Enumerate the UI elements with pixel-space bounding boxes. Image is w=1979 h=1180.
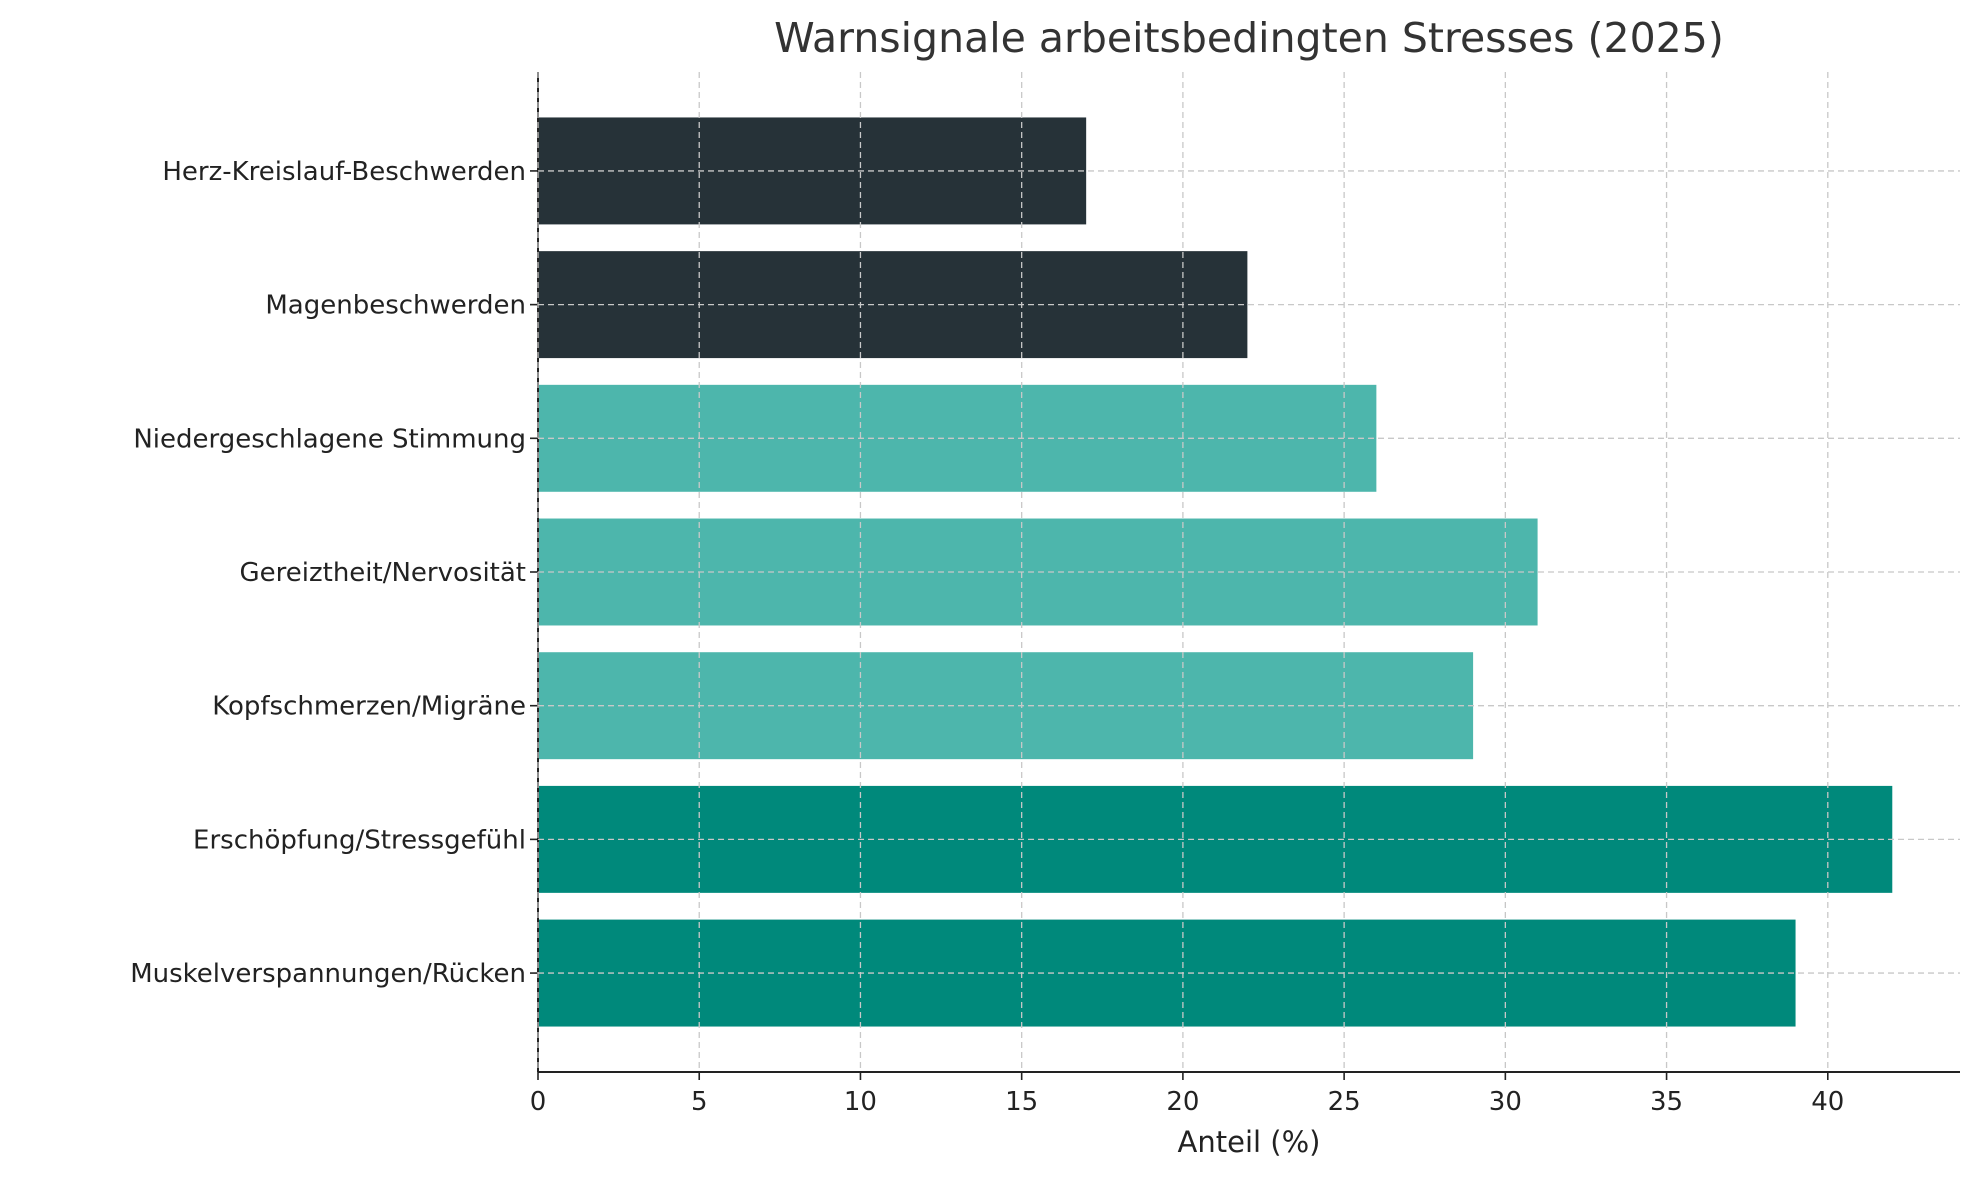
x-axis-label: Anteil (%) bbox=[1178, 1125, 1321, 1159]
chart-title: Warnsignale arbeitsbedingten Stresses (2… bbox=[774, 14, 1724, 62]
x-tick-label: 10 bbox=[844, 1087, 877, 1117]
bar bbox=[538, 384, 1377, 492]
y-axis-ticks: Muskelverspannungen/Rücken Erschöpfung/St… bbox=[130, 157, 538, 989]
x-axis-ticks: 0 5 10 15 20 25 30 35 40 bbox=[530, 1072, 1844, 1117]
x-tick-label: 25 bbox=[1328, 1087, 1361, 1117]
grid bbox=[537, 72, 1960, 1072]
x-tick-label: 30 bbox=[1489, 1087, 1522, 1117]
x-tick-label: 5 bbox=[691, 1087, 708, 1117]
y-tick-label: Kopfschmerzen/Migräne bbox=[212, 692, 526, 722]
bar bbox=[538, 919, 1796, 1027]
x-tick-label: 40 bbox=[1811, 1087, 1844, 1117]
bar bbox=[538, 518, 1538, 626]
x-tick-label: 15 bbox=[1005, 1087, 1038, 1117]
y-tick-label: Erschöpfung/Stressgefühl bbox=[193, 825, 526, 855]
x-tick-label: 20 bbox=[1166, 1087, 1199, 1117]
y-tick-label: Herz-Kreislauf-Beschwerden bbox=[162, 157, 526, 187]
x-tick-label: 35 bbox=[1650, 1087, 1683, 1117]
y-tick-label: Niedergeschlagene Stimmung bbox=[133, 424, 526, 454]
y-tick-label: Gereiztheit/Nervosität bbox=[240, 558, 527, 588]
y-tick-label: Magenbeschwerden bbox=[265, 291, 526, 321]
x-tick-label: 0 bbox=[530, 1087, 547, 1117]
y-tick-label: Muskelverspannungen/Rücken bbox=[130, 959, 526, 989]
